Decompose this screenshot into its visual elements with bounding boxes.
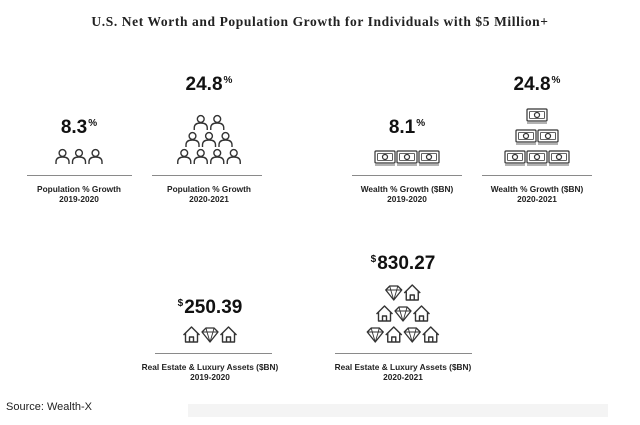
banknote-icon <box>548 150 570 166</box>
icon-group <box>366 284 440 343</box>
footer-band <box>188 404 608 417</box>
currency-symbol: $ <box>370 254 377 265</box>
label-line1: Real Estate & Luxury Assets ($BN) <box>334 362 472 372</box>
banknote-icon <box>515 129 537 145</box>
banknote-icon <box>418 150 440 166</box>
icon-group <box>183 326 237 343</box>
stat-value: $830.27 <box>313 253 493 275</box>
person-icon <box>177 148 192 164</box>
stat-label: Real Estate & Luxury Assets ($BN) 2019-20… <box>110 362 310 382</box>
stat-label: Population % Growth 2020-2021 <box>109 184 309 204</box>
icon-group <box>374 150 440 166</box>
banknote-icon <box>526 108 548 124</box>
currency-symbol: $ <box>177 298 184 309</box>
label-period: 2019-2020 <box>59 194 99 204</box>
banknote-icon <box>526 150 548 166</box>
house-icon <box>422 326 440 343</box>
person-icon <box>55 148 70 164</box>
icon-group <box>55 148 103 164</box>
label-period: 2019-2020 <box>387 194 427 204</box>
house-icon <box>413 305 430 322</box>
divider-rule <box>152 175 262 176</box>
house-icon <box>385 326 403 343</box>
person-icon <box>210 148 225 164</box>
label-period: 2020-2021 <box>517 194 557 204</box>
stat-value: 8.3% <box>0 117 169 139</box>
value-number: 24.8 <box>185 74 223 95</box>
icon-group <box>504 108 570 166</box>
label-line1: Real Estate & Luxury Assets ($BN) <box>141 362 279 372</box>
value-number: 830.27 <box>377 253 436 274</box>
house-icon <box>220 326 237 343</box>
label-period: 2020-2021 <box>189 194 229 204</box>
value-number: 8.3 <box>60 117 88 138</box>
person-icon <box>71 148 87 164</box>
divider-rule <box>335 353 472 354</box>
stat-label: Real Estate & Luxury Assets ($BN) 2020-20… <box>303 362 503 382</box>
stat-value: 24.8% <box>119 74 299 96</box>
percent-sign: % <box>416 118 426 129</box>
house-icon <box>376 305 393 322</box>
label-line1: Wealth % Growth ($BN) <box>360 184 454 194</box>
divider-rule <box>155 353 272 354</box>
person-icon <box>218 131 233 147</box>
diamond-icon <box>394 306 412 322</box>
stat-value: 24.8% <box>447 74 627 96</box>
percent-sign: % <box>88 118 98 129</box>
person-icon <box>193 148 208 164</box>
icon-group <box>177 114 241 164</box>
house-icon <box>403 284 421 301</box>
banknote-icon <box>374 150 396 166</box>
value-number: 250.39 <box>184 297 243 318</box>
percent-sign: % <box>223 75 233 86</box>
banknote-icon <box>504 150 526 166</box>
divider-rule <box>482 175 592 176</box>
percent-sign: % <box>551 75 561 86</box>
chart-title: U.S. Net Worth and Population Growth for… <box>91 14 549 29</box>
diamond-icon <box>403 327 421 343</box>
banknote-icon <box>396 150 418 166</box>
person-icon <box>88 148 103 164</box>
label-period: 2019-2020 <box>190 372 230 382</box>
label-line1: Population % Growth <box>37 184 121 194</box>
diamond-icon <box>201 327 219 343</box>
value-number: 24.8 <box>513 74 551 95</box>
person-icon <box>210 114 225 130</box>
label-period: 2020-2021 <box>383 372 423 382</box>
value-number: 8.1 <box>388 117 416 138</box>
person-icon <box>193 114 208 130</box>
divider-rule <box>352 175 462 176</box>
stat-value: $250.39 <box>120 297 300 319</box>
divider-rule <box>27 175 132 176</box>
stat-label: Wealth % Growth ($BN) 2019-2020 <box>307 184 507 204</box>
stat-value: 8.1% <box>317 117 497 139</box>
diamond-icon <box>385 285 403 301</box>
label-line1: Population % Growth <box>167 184 251 194</box>
stat-label: Population % Growth 2019-2020 <box>0 184 179 204</box>
person-icon <box>185 131 200 147</box>
stat-label: Wealth % Growth ($BN) 2020-2021 <box>437 184 637 204</box>
banknote-icon <box>537 129 559 145</box>
house-icon <box>183 326 200 343</box>
diamond-icon <box>366 327 384 343</box>
person-icon <box>201 131 217 147</box>
label-line1: Wealth % Growth ($BN) <box>490 184 584 194</box>
source-note: Source: Wealth-X <box>6 401 93 413</box>
person-icon <box>226 148 241 164</box>
